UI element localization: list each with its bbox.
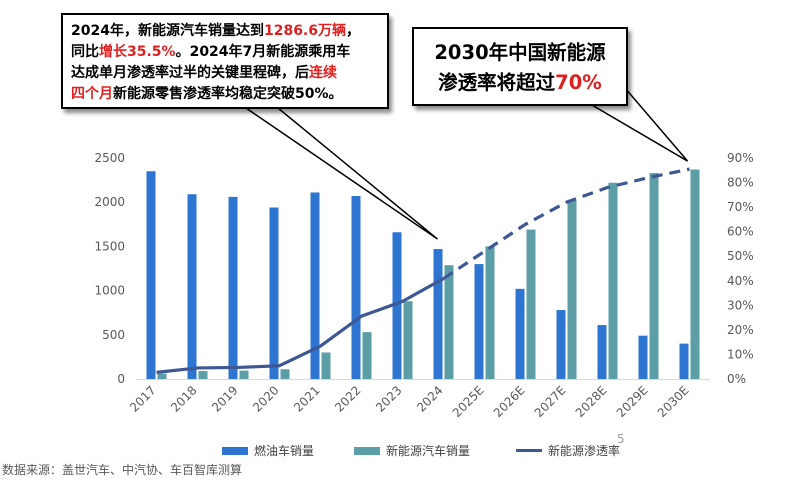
y-right-tick-label: 70% <box>727 200 754 214</box>
legend-label-fuel: 燃油车销量 <box>254 444 315 458</box>
bar-nev <box>362 332 372 379</box>
bar-nev <box>280 369 290 379</box>
bar-nev <box>321 352 331 379</box>
x-tick-label: 2019 <box>209 383 240 414</box>
callout-2024-summary: 2024年，新能源汽车销量达到1286.6万辆， 同比增长35.5%。2024年… <box>61 13 389 109</box>
bar-nev <box>608 182 618 379</box>
y-right-tick-label: 0% <box>727 372 746 386</box>
bar-fuel <box>679 343 689 379</box>
bar-nev <box>444 265 454 379</box>
y-left-tick-label: 2000 <box>94 195 125 209</box>
bar-fuel <box>351 196 361 379</box>
y-left-tick-label: 0 <box>117 372 125 386</box>
callout-left-line4: 四个月新能源零售渗透率均稳定突破50%。 <box>71 86 343 102</box>
bar-nev <box>526 229 536 379</box>
bar-fuel <box>638 335 648 379</box>
page-number: 5 <box>617 432 625 446</box>
y-right-tick-label: 90% <box>727 151 754 165</box>
line-penetration-actual <box>156 277 445 374</box>
x-tick-label: 2024 <box>414 383 445 414</box>
legend-item-fuel: 燃油车销量 <box>222 442 314 459</box>
bar-fuel <box>269 207 279 379</box>
x-tick-label: 2030E <box>655 383 692 420</box>
y-right-tick-label: 40% <box>727 274 754 288</box>
bar-nev <box>239 370 249 379</box>
bar-nev <box>567 200 577 379</box>
x-tick-label: 2017 <box>127 383 158 414</box>
legend-label-nev: 新能源汽车销量 <box>386 444 471 458</box>
x-tick-label: 2023 <box>373 383 404 414</box>
x-tick-label: 2020 <box>250 383 281 414</box>
y-right-tick-label: 60% <box>727 225 754 239</box>
bar-fuel <box>146 171 156 379</box>
legend-swatch-nev <box>354 446 380 455</box>
x-tick-label: 2018 <box>168 383 199 414</box>
bar-fuel <box>474 264 484 379</box>
bar-nev <box>403 301 413 379</box>
callout-left-line1: 2024年，新能源汽车销量达到1286.6万辆， <box>71 23 360 39</box>
legend-swatch-fuel <box>222 446 248 455</box>
data-source: 数据来源：盖世汽车、中汽协、车百智库测算 <box>2 463 243 477</box>
bar-fuel <box>556 310 566 379</box>
bar-fuel <box>310 192 320 379</box>
bar-fuel <box>187 194 197 379</box>
x-tick-label: 2029E <box>614 383 651 420</box>
bar-nev <box>690 169 700 379</box>
legend-swatch-penetration <box>516 449 542 452</box>
bar-fuel <box>228 196 238 379</box>
x-tick-label: 2025E <box>450 383 487 420</box>
legend-label-penetration: 新能源渗透率 <box>548 444 621 458</box>
y-right-tick-label: 20% <box>727 323 754 337</box>
x-tick-label: 2022 <box>332 383 363 414</box>
y-right-tick-label: 30% <box>727 298 754 312</box>
bar-nev <box>157 373 167 379</box>
y-left-tick-label: 2500 <box>94 151 125 165</box>
callout-2030-forecast: 2030年中国新能源 渗透率将超过70% <box>412 27 628 106</box>
x-tick-label: 2028E <box>573 383 610 420</box>
line-penetration-forecast <box>442 167 690 280</box>
bar-fuel <box>433 249 443 379</box>
bar-fuel <box>597 325 607 379</box>
callout-left-line3: 达成单月渗透率过半的关键里程碑，后连续 <box>71 65 337 81</box>
bar-nev <box>198 371 208 379</box>
y-left-tick-label: 500 <box>102 328 125 342</box>
bar-nev <box>649 173 659 379</box>
bar-nev <box>485 246 495 379</box>
x-tick-label: 2027E <box>532 383 569 420</box>
y-right-tick-label: 80% <box>727 176 754 190</box>
callout-right-line1: 2030年中国新能源 <box>434 41 606 64</box>
bar-fuel <box>392 232 402 379</box>
bar-fuel <box>515 288 525 379</box>
callout-right-line2: 渗透率将超过70% <box>438 71 602 94</box>
x-tick-label: 2026E <box>491 383 528 420</box>
legend-item-nev: 新能源汽车销量 <box>354 442 470 459</box>
y-left-tick-label: 1000 <box>94 284 125 298</box>
callout-left-line2: 同比增长35.5%。2024年7月新能源乘用车 <box>71 44 351 60</box>
y-left-tick-label: 1500 <box>94 239 125 253</box>
legend-item-penetration: 新能源渗透率 <box>516 442 620 459</box>
x-tick-label: 2021 <box>291 383 322 414</box>
y-right-tick-label: 50% <box>727 249 754 263</box>
y-right-tick-label: 10% <box>727 347 754 361</box>
